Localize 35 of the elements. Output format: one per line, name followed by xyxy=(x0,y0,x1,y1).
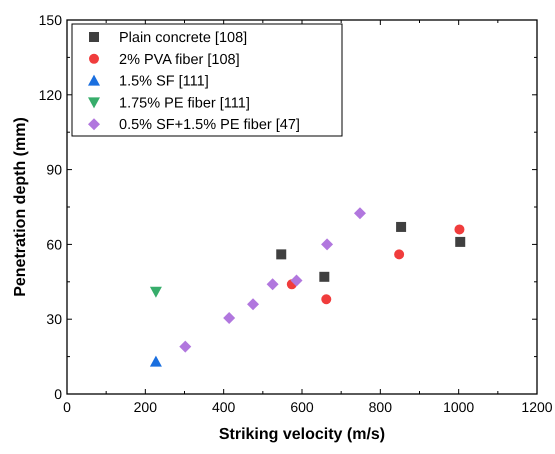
point xyxy=(321,238,334,250)
y-axis-title: Penetration depth (mm) xyxy=(12,117,29,297)
legend-label: 1.75% PE fiber [111] xyxy=(119,95,250,112)
x-tick-label: 800 xyxy=(368,399,392,415)
point xyxy=(150,286,162,298)
y-tick-label: 150 xyxy=(38,12,62,28)
point xyxy=(247,298,260,310)
point xyxy=(455,236,466,247)
point xyxy=(321,294,332,304)
x-tick-label: 1000 xyxy=(443,399,474,415)
point xyxy=(276,249,286,260)
point xyxy=(223,312,236,324)
point xyxy=(454,224,464,234)
x-tick-label: 400 xyxy=(212,399,236,415)
point xyxy=(354,207,366,220)
point xyxy=(290,274,303,287)
x-tick-label: 200 xyxy=(134,399,158,415)
legend-label: 2% PVA fiber [108] xyxy=(119,52,240,68)
legend-label: 1.5% SF [111] xyxy=(119,74,209,90)
point xyxy=(266,278,279,290)
point xyxy=(179,340,192,353)
point xyxy=(150,356,162,367)
legend-label: 0.5% SF+1.5% PE fiber [47] xyxy=(119,117,300,134)
y-tick-label: 60 xyxy=(46,236,62,252)
y-tick-label: 120 xyxy=(38,86,62,103)
legend-label: Plain concrete [108] xyxy=(119,30,248,46)
y-tick-label: 90 xyxy=(46,162,62,178)
y-tick-label: 0 xyxy=(54,386,62,402)
y-tick-label: 30 xyxy=(46,311,62,328)
point xyxy=(396,222,406,232)
point xyxy=(319,272,330,282)
x-tick-label: 600 xyxy=(290,399,314,415)
x-tick-label: 1200 xyxy=(521,399,553,415)
x-axis-title: Striking velocity (m/s) xyxy=(218,426,386,443)
point xyxy=(394,249,404,260)
